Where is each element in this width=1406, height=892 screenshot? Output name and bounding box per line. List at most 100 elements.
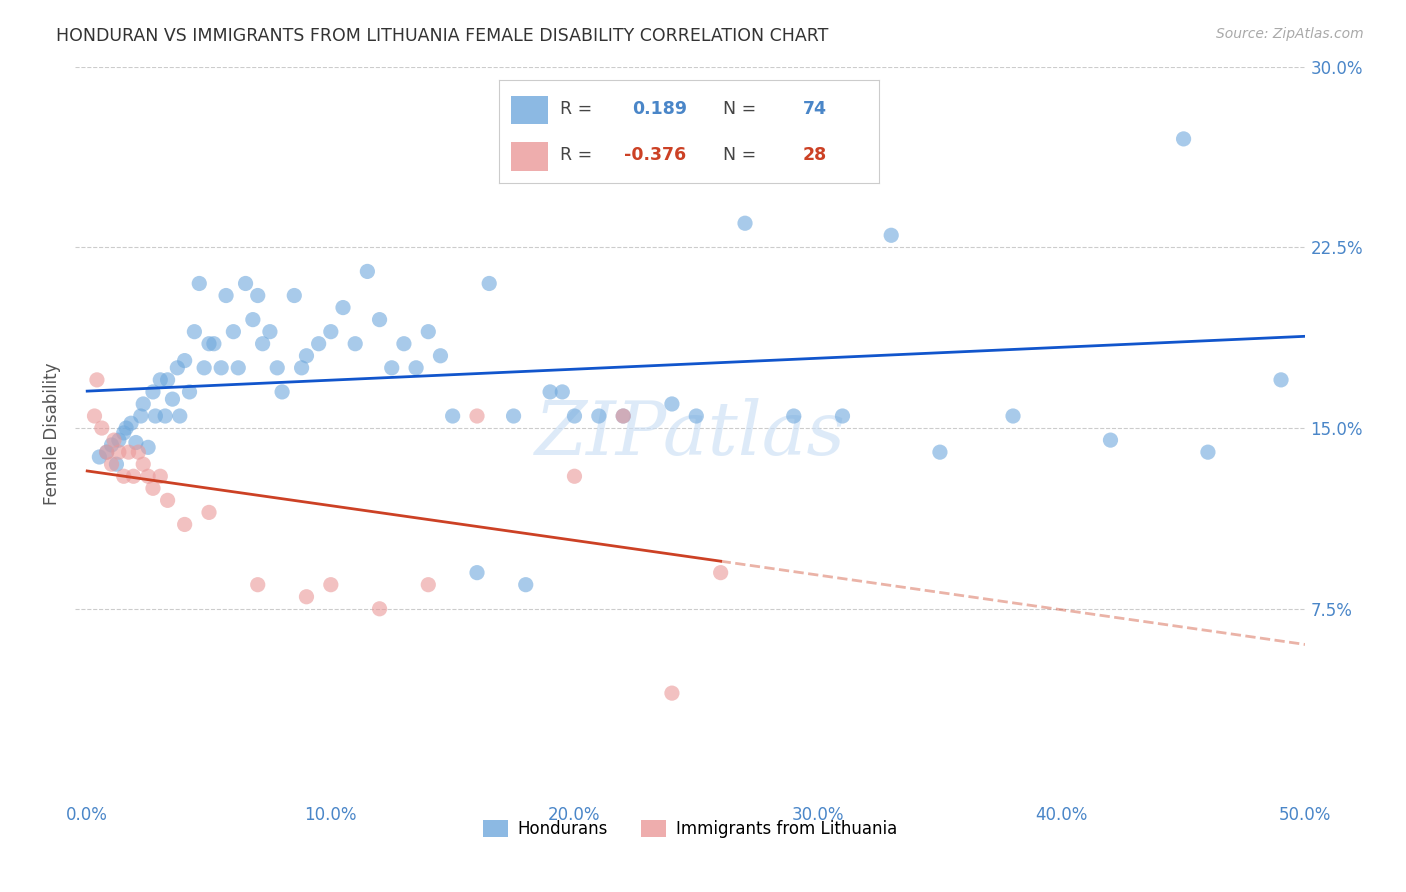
Point	[381, 360, 404, 375]
Point	[179, 384, 201, 399]
Point	[149, 373, 172, 387]
Point	[271, 384, 294, 399]
Point	[142, 481, 165, 495]
Point	[246, 288, 269, 302]
Point	[368, 602, 391, 616]
Point	[538, 384, 561, 399]
Text: 0.189: 0.189	[633, 100, 688, 118]
Point	[132, 457, 155, 471]
Point	[129, 409, 152, 423]
Point	[100, 438, 122, 452]
Point	[612, 409, 634, 423]
Point	[145, 409, 167, 423]
Point	[418, 577, 440, 591]
Point	[661, 397, 683, 411]
Text: HONDURAN VS IMMIGRANTS FROM LITHUANIA FEMALE DISABILITY CORRELATION CHART: HONDURAN VS IMMIGRANTS FROM LITHUANIA FE…	[56, 27, 828, 45]
Point	[86, 373, 108, 387]
Point	[612, 409, 634, 423]
Point	[183, 325, 205, 339]
Point	[283, 288, 305, 302]
Point	[685, 409, 707, 423]
Point	[112, 425, 135, 440]
Point	[661, 686, 683, 700]
Point	[235, 277, 257, 291]
Point	[156, 493, 179, 508]
Point	[295, 590, 318, 604]
Point	[136, 441, 159, 455]
Point	[291, 360, 314, 375]
FancyBboxPatch shape	[510, 95, 548, 124]
Point	[162, 392, 184, 406]
Text: R =: R =	[560, 146, 598, 164]
Point	[319, 325, 342, 339]
Point	[1197, 445, 1219, 459]
Point	[1270, 373, 1292, 387]
Point	[132, 397, 155, 411]
Point	[1173, 132, 1195, 146]
Point	[392, 336, 415, 351]
Text: 28: 28	[803, 146, 827, 164]
Point	[127, 445, 149, 459]
Point	[120, 416, 142, 430]
Point	[156, 373, 179, 387]
Point	[153, 409, 176, 423]
Point	[783, 409, 806, 423]
FancyBboxPatch shape	[510, 142, 548, 170]
Point	[515, 577, 537, 591]
Y-axis label: Female Disability: Female Disability	[44, 363, 60, 506]
Text: Source: ZipAtlas.com: Source: ZipAtlas.com	[1216, 27, 1364, 41]
Point	[198, 505, 221, 519]
Point	[202, 336, 225, 351]
Point	[564, 409, 586, 423]
Point	[588, 409, 610, 423]
Point	[418, 325, 440, 339]
Text: 74: 74	[803, 100, 827, 118]
Legend: Hondurans, Immigrants from Lithuania: Hondurans, Immigrants from Lithuania	[477, 814, 904, 845]
Point	[734, 216, 756, 230]
Point	[142, 384, 165, 399]
Point	[108, 433, 131, 447]
Point	[368, 312, 391, 326]
Point	[149, 469, 172, 483]
Point	[710, 566, 733, 580]
Point	[252, 336, 274, 351]
Point	[188, 277, 211, 291]
Point	[173, 353, 195, 368]
Point	[478, 277, 501, 291]
Point	[96, 445, 118, 459]
Point	[136, 469, 159, 483]
Point	[295, 349, 318, 363]
Text: N =: N =	[711, 146, 762, 164]
Point	[308, 336, 330, 351]
Point	[105, 457, 128, 471]
Point	[929, 445, 952, 459]
Point	[551, 384, 574, 399]
Text: N =: N =	[711, 100, 762, 118]
Point	[242, 312, 264, 326]
Text: ZIPatlas: ZIPatlas	[534, 398, 845, 470]
Point	[564, 469, 586, 483]
Point	[319, 577, 342, 591]
Point	[89, 450, 111, 464]
Point	[215, 288, 238, 302]
Point	[405, 360, 427, 375]
Point	[1099, 433, 1122, 447]
Point	[193, 360, 215, 375]
Point	[96, 445, 118, 459]
Point	[344, 336, 367, 351]
Text: -0.376: -0.376	[624, 146, 686, 164]
Point	[169, 409, 191, 423]
Point	[226, 360, 249, 375]
Point	[1002, 409, 1025, 423]
Point	[429, 349, 451, 363]
Point	[441, 409, 464, 423]
Point	[115, 421, 138, 435]
Point	[112, 469, 135, 483]
Point	[198, 336, 221, 351]
Point	[173, 517, 195, 532]
Point	[90, 421, 112, 435]
Point	[502, 409, 524, 423]
Point	[222, 325, 245, 339]
Point	[831, 409, 853, 423]
Point	[356, 264, 378, 278]
